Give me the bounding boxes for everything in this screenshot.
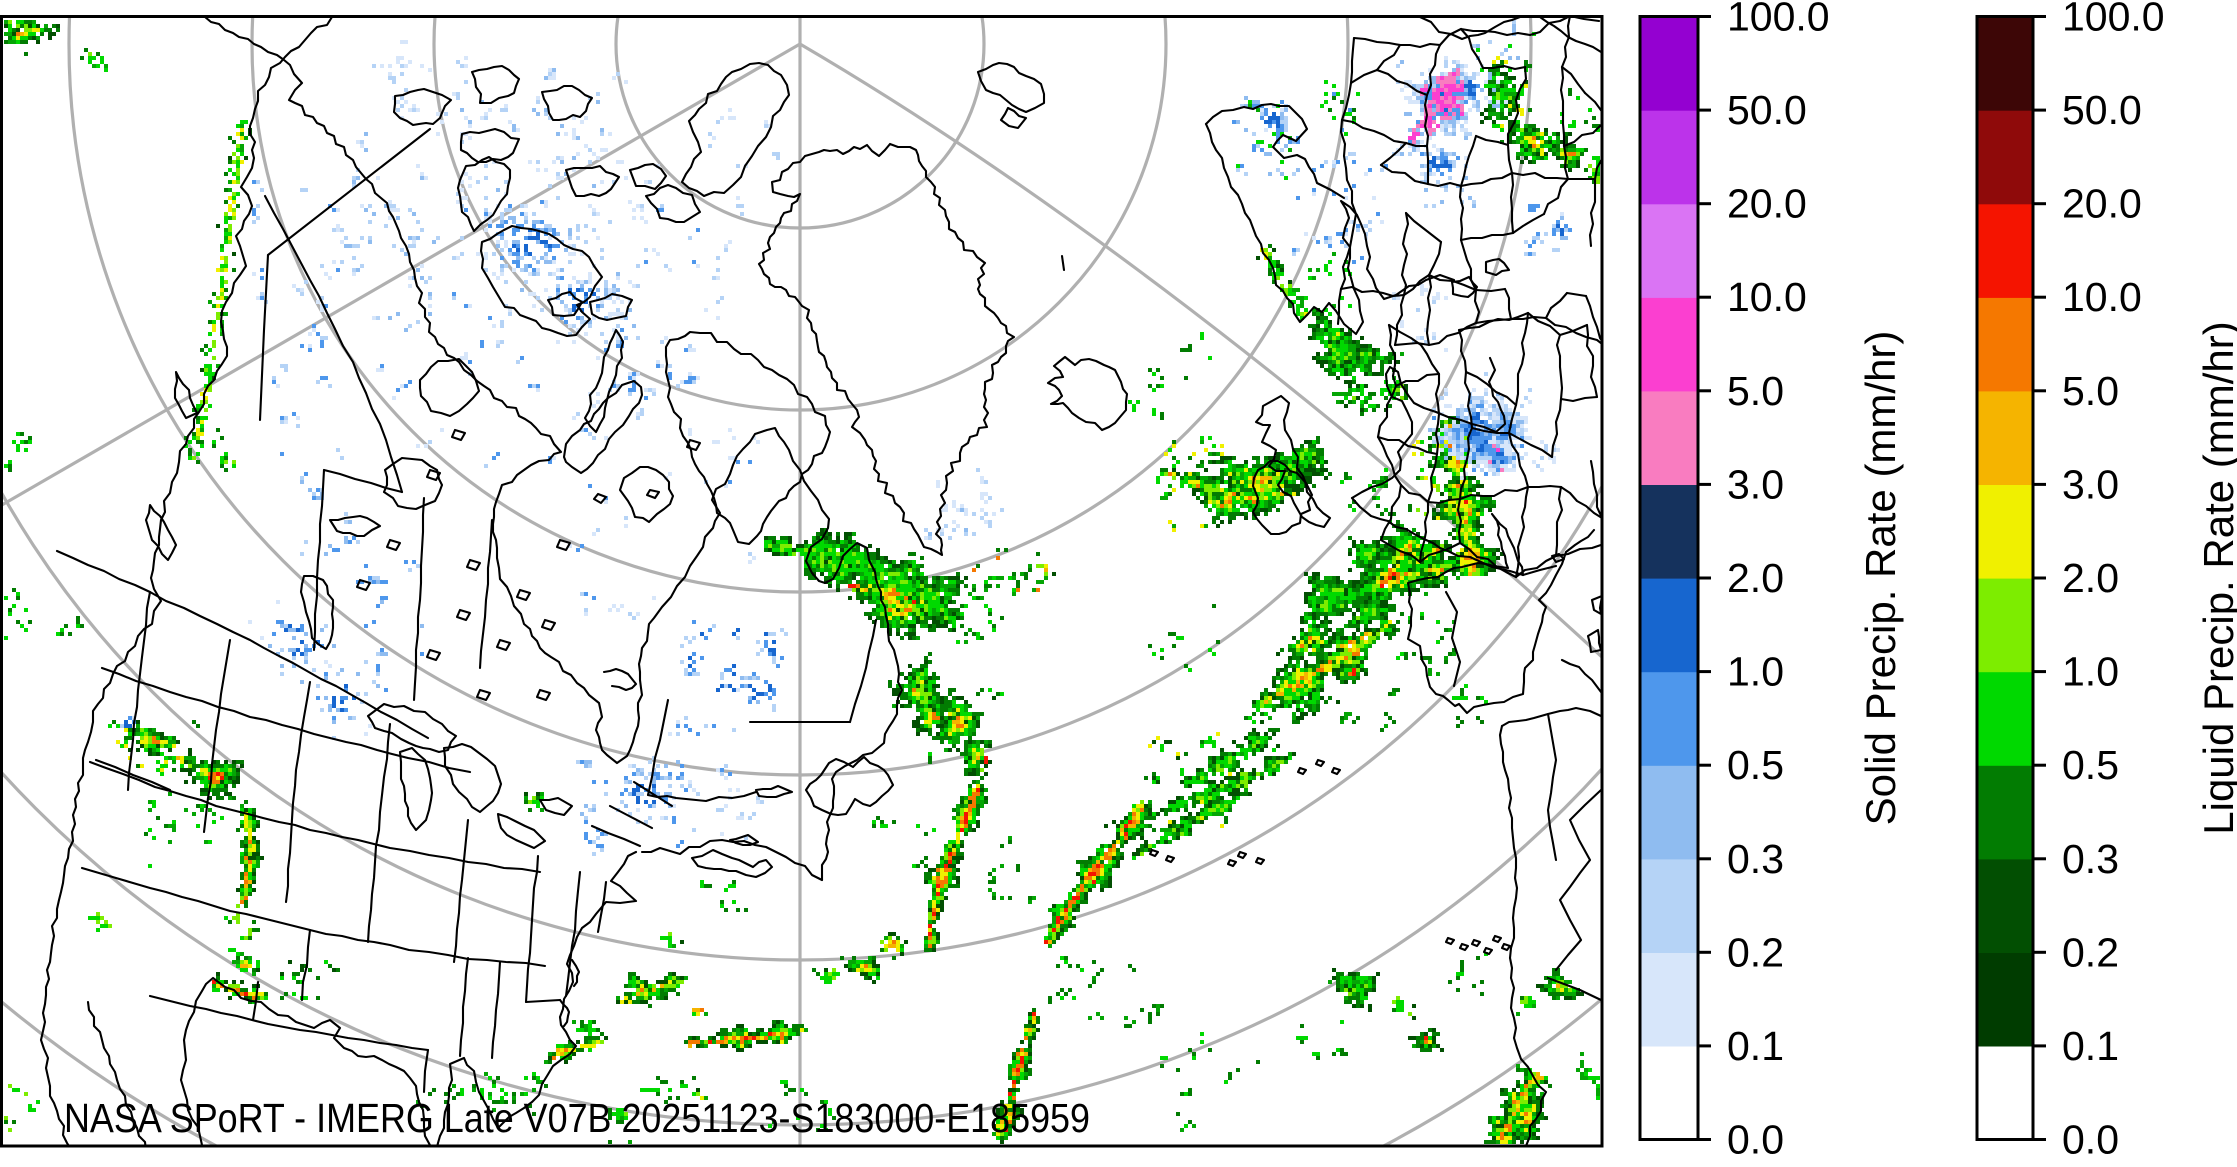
- svg-text:0.5: 0.5: [1727, 742, 1784, 788]
- svg-text:1.0: 1.0: [1727, 649, 1784, 695]
- svg-text:0.5: 0.5: [2062, 742, 2119, 788]
- svg-text:50.0: 50.0: [1727, 87, 1807, 133]
- svg-text:0.1: 0.1: [2062, 1023, 2119, 1069]
- svg-text:5.0: 5.0: [1727, 368, 1784, 414]
- svg-text:1.0: 1.0: [2062, 649, 2119, 695]
- svg-text:3.0: 3.0: [1727, 461, 1784, 507]
- svg-text:50.0: 50.0: [2062, 87, 2142, 133]
- svg-text:2.0: 2.0: [1727, 555, 1784, 601]
- svg-text:Solid Precip. Rate (mm/hr): Solid Precip. Rate (mm/hr): [1857, 331, 1904, 826]
- svg-text:0.2: 0.2: [2062, 929, 2119, 975]
- svg-text:5.0: 5.0: [2062, 368, 2119, 414]
- svg-text:0.2: 0.2: [1727, 929, 1784, 975]
- svg-text:20.0: 20.0: [2062, 181, 2142, 227]
- svg-text:0.3: 0.3: [1727, 836, 1784, 882]
- svg-text:3.0: 3.0: [2062, 461, 2119, 507]
- svg-text:10.0: 10.0: [1727, 274, 1807, 320]
- svg-text:0.0: 0.0: [2062, 1117, 2119, 1163]
- svg-text:10.0: 10.0: [2062, 274, 2142, 320]
- svg-text:NASA SPoRT - IMERG Late V07B 2: NASA SPoRT - IMERG Late V07B 20251123-S1…: [64, 1095, 1090, 1141]
- svg-text:2.0: 2.0: [2062, 555, 2119, 601]
- svg-text:100.0: 100.0: [2062, 0, 2165, 40]
- svg-text:0.3: 0.3: [2062, 836, 2119, 882]
- svg-text:Liquid Precip. Rate (mm/hr): Liquid Precip. Rate (mm/hr): [2195, 321, 2237, 835]
- svg-text:0.1: 0.1: [1727, 1023, 1784, 1069]
- svg-text:0.0: 0.0: [1727, 1117, 1784, 1163]
- svg-text:100.0: 100.0: [1727, 0, 1830, 40]
- svg-text:20.0: 20.0: [1727, 181, 1807, 227]
